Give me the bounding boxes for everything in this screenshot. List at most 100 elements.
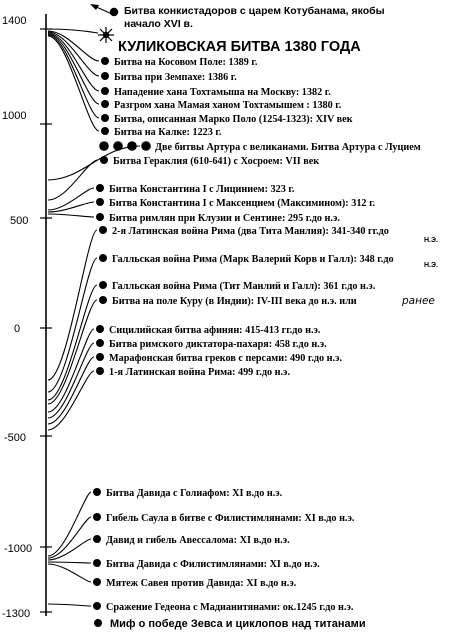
- event-label: Битва на Калке: 1223 г.: [114, 127, 222, 138]
- axis-label: 0: [14, 323, 20, 335]
- event-label: Битва Константина I с Максенцием (Максим…: [109, 198, 376, 209]
- event-marker: [99, 281, 107, 289]
- event-connector: [47, 516, 92, 559]
- event-connector: [47, 257, 98, 393]
- event-marker: [101, 114, 109, 122]
- event-list: Битва на Косовом Поле: 1389 г. Битва при …: [93, 57, 421, 613]
- kulikovo-star-icon: [98, 27, 114, 43]
- event-connector: [47, 31, 100, 77]
- event-connector: [47, 187, 95, 211]
- event-label: Битва Давида с Филистимлянами: XI в.до н…: [106, 559, 320, 570]
- event-marker: [96, 198, 104, 206]
- event-label: Сицилийская битва афинян: 415-413 гг.до …: [109, 325, 321, 336]
- event-label: Мятеж Савея против Давида: XI в.до н.э.: [106, 578, 297, 589]
- event-connector: [47, 159, 99, 201]
- ranee-note: ранее: [401, 295, 435, 307]
- event-label: Битва на поле Куру (в Индии): IV-III век…: [112, 296, 357, 307]
- event-connector: [47, 32, 100, 92]
- event-connector: [47, 491, 92, 557]
- event-label: Битва Давида с Голиафом: XI в.до н.э.: [106, 488, 283, 499]
- event-marker: [96, 184, 104, 192]
- arthur-marker: [113, 141, 123, 151]
- event-label: Давид и гибель Авессалома: XI в.до н.э.: [106, 535, 290, 546]
- event-label: Битва Константина I с Лицинием: 323 г.: [109, 184, 295, 195]
- event-marker: [101, 87, 109, 95]
- event-marker: [99, 254, 107, 262]
- event-marker: [99, 226, 107, 234]
- event-connector: [47, 299, 98, 405]
- event-connector: [47, 30, 100, 62]
- axis-labels: 1400 1000 500 0 -500 -1000 -1300: [2, 15, 32, 620]
- event-label: Сражение Гедеона с Мадианитянами: ок.124…: [106, 602, 354, 613]
- event-marker: [96, 339, 104, 347]
- event-marker: [96, 325, 104, 333]
- event-connector: [47, 370, 95, 431]
- event-connector: [47, 33, 100, 105]
- event-connector: [47, 328, 95, 413]
- axis-label: -500: [4, 432, 26, 444]
- event-marker: [93, 602, 101, 610]
- arthur-marker: [127, 141, 137, 151]
- event-label: Битва, описанная Марко Поло (1254-1323):…: [114, 114, 353, 125]
- event-marker: [101, 57, 109, 65]
- event-marker: [96, 213, 104, 221]
- conquistadors-label-line2: начало XVI в.: [124, 18, 193, 30]
- event-label: Битва римского диктатора-пахаря: 458 г.д…: [109, 339, 327, 350]
- event-marker: [101, 100, 109, 108]
- event-marker: [93, 535, 101, 543]
- arthur-marker: [99, 141, 109, 151]
- event-connector: [47, 213, 95, 218]
- event-marker: [100, 156, 108, 164]
- axis-label: -1000: [4, 543, 32, 555]
- axis-label: 1400: [2, 15, 26, 27]
- event-label: 1-я Латинская война Рима: 499 г.до н.э.: [109, 367, 290, 378]
- axis-label: 1000: [2, 110, 26, 122]
- event-marker: [93, 559, 101, 567]
- event-label: Битва римлян при Клузии и Сентине: 295 г…: [109, 213, 340, 224]
- event-connector: [47, 342, 95, 419]
- ne-note-1: Н.Э.: [424, 237, 438, 244]
- event-label: Галльская война Рима (Тит Манлий и Галл)…: [112, 281, 376, 292]
- event-marker: [99, 296, 107, 304]
- event-label: Битва при Земпахе: 1386 г.: [114, 72, 237, 83]
- event-connector: [47, 563, 92, 583]
- conquistadors-label-line1: Битва конкистадоров с царем Котубанама, …: [124, 5, 385, 17]
- event-marker: [96, 353, 104, 361]
- event-label: 2-я Латинская война Рима (два Тита Манли…: [112, 226, 389, 237]
- event-connector: [47, 201, 95, 213]
- axis-label: -1300: [2, 608, 30, 620]
- event-connector: [47, 229, 98, 381]
- event-label: Битва Гераклия (610-641) с Хосроем: VII …: [113, 156, 319, 167]
- event-connector: [47, 561, 92, 564]
- axis-ticks: [40, 28, 52, 613]
- kulikovo-line: [47, 28, 99, 34]
- event-marker: [96, 367, 104, 375]
- conquistadors-dot: [109, 7, 119, 17]
- event-label: Две битвы Артура с великанами. Битва Арт…: [155, 142, 421, 153]
- event-connector: [47, 35, 100, 132]
- event-marker: [93, 578, 101, 586]
- event-marker: [93, 513, 101, 521]
- event-marker: [93, 488, 101, 496]
- event-connector: [47, 34, 100, 119]
- event-label: Галльская война Рима (Марк Валерий Корв …: [112, 254, 394, 265]
- arthur-marker: [141, 141, 151, 151]
- ne-note-2: Н.Э.: [424, 262, 438, 269]
- event-label: Разгром хана Мамая ханом Тохтамышем : 13…: [114, 100, 342, 111]
- event-connector: [47, 603, 92, 607]
- myth-label: Миф о победе Зевса и циклопов над титана…: [110, 618, 366, 630]
- event-marker: [101, 127, 109, 135]
- event-connector: [47, 538, 92, 561]
- event-label: Битва на Косовом Поле: 1389 г.: [114, 57, 258, 68]
- event-label: Гибель Саула в битве с Филистимлянами: X…: [106, 513, 355, 524]
- myth-dot: [94, 619, 102, 627]
- event-connector: [47, 284, 98, 401]
- kulikovo-title: КУЛИКОВСКАЯ БИТВА 1380 ГОДА: [118, 39, 361, 55]
- event-label: Нападение хана Тохтамыша на Москву: 1382…: [114, 87, 331, 98]
- event-label: Марафонская битва греков с персами: 490 …: [109, 353, 342, 364]
- event-connector: [47, 356, 95, 425]
- axis-label: 500: [10, 215, 28, 227]
- conquistadors-arrowhead: [90, 4, 99, 10]
- event-marker: [101, 72, 109, 80]
